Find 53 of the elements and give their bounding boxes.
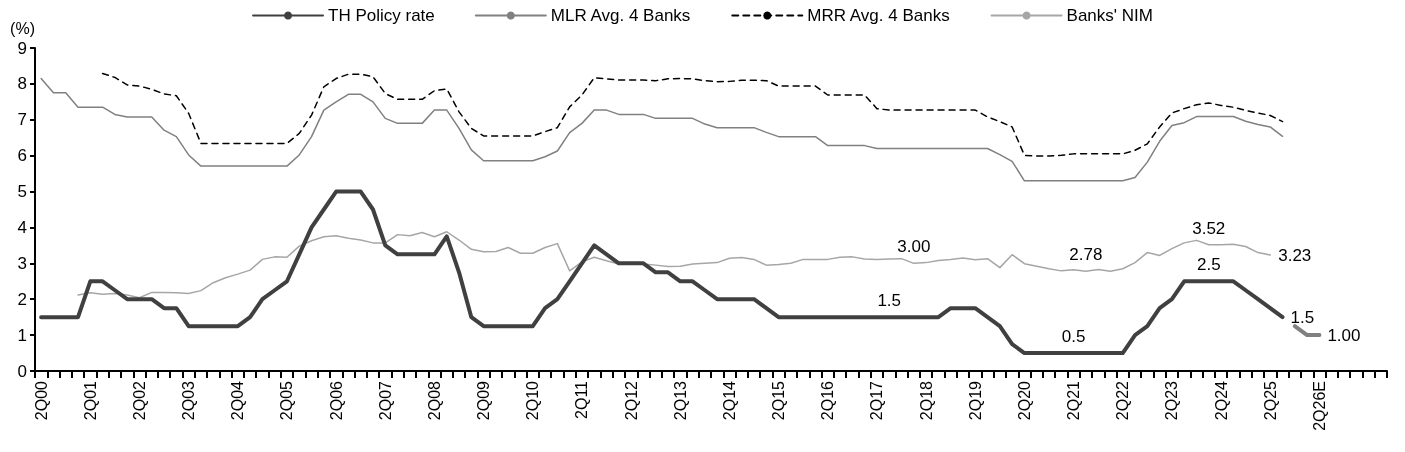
x-tick-label: 2Q26E <box>1310 381 1328 431</box>
data-label: 2.5 <box>1196 255 1221 275</box>
x-tick-label: 2Q13 <box>671 380 689 421</box>
x-tick-label: 2Q17 <box>868 380 886 421</box>
x-tick-label: 2Q01 <box>81 380 99 421</box>
y-tick-label: 9 <box>17 38 27 58</box>
legend-label: MLR Avg. 4 Banks <box>550 6 691 25</box>
y-tick-label: 0 <box>17 361 27 381</box>
x-tick-label: 2Q20 <box>1015 380 1033 421</box>
data-label: 1.5 <box>877 291 902 311</box>
y-tick-label: 3 <box>17 253 27 273</box>
y-tick-label: 8 <box>17 74 27 94</box>
x-tick-label: 2Q19 <box>966 380 984 421</box>
x-tick-label: 2Q23 <box>1163 380 1181 421</box>
x-tick-label: 2Q00 <box>32 380 50 421</box>
x-tick-label: 2Q05 <box>278 380 296 421</box>
y-tick-label: 5 <box>17 182 27 202</box>
x-tick-label: 2Q14 <box>720 380 738 421</box>
legend-label: TH Policy rate <box>328 6 435 25</box>
x-tick-label: 2Q08 <box>425 380 443 421</box>
x-tick-label: 2Q25 <box>1261 380 1279 421</box>
data-label: 1.00 <box>1327 325 1361 345</box>
data-label: 1.5 <box>1290 307 1315 327</box>
data-label: 2.78 <box>1069 245 1103 265</box>
line-series <box>101 72 1284 157</box>
x-tick-label: 2Q11 <box>573 380 591 419</box>
data-label: 3.00 <box>897 237 931 257</box>
legend-label: Banks' NIM <box>1066 6 1153 25</box>
y-tick-label: 6 <box>17 146 27 166</box>
x-tick-label: 2Q15 <box>770 380 788 421</box>
x-tick-label: 2Q18 <box>917 380 935 421</box>
x-tick-label: 2Q07 <box>376 380 394 421</box>
x-tick-label: 2Q16 <box>819 380 837 421</box>
x-tick-label: 2Q03 <box>180 380 198 421</box>
x-tick-label: 2Q21 <box>1065 380 1083 421</box>
x-tick-label: 2Q04 <box>229 380 247 421</box>
y-tick-label: 2 <box>17 289 27 309</box>
data-label: 3.23 <box>1278 245 1312 265</box>
x-tick-label: 2Q02 <box>130 380 148 421</box>
y-tick-label: 7 <box>17 110 27 130</box>
data-label: 0.5 <box>1061 327 1086 347</box>
y-axis-title: (%) <box>10 19 35 37</box>
y-tick-label: 1 <box>17 325 27 345</box>
legend-label: MRR Avg. 4 Banks <box>807 6 950 25</box>
data-label: 3.52 <box>1192 218 1226 238</box>
x-tick-label: 2Q09 <box>475 380 493 421</box>
x-tick-label: 2Q10 <box>524 380 542 421</box>
x-tick-label: 2Q22 <box>1114 380 1132 421</box>
line-series <box>40 77 1284 182</box>
x-tick-label: 2Q06 <box>327 380 345 421</box>
x-tick-label: 2Q24 <box>1212 380 1230 421</box>
x-tick-label: 2Q12 <box>622 380 640 421</box>
y-tick-label: 4 <box>17 217 27 237</box>
